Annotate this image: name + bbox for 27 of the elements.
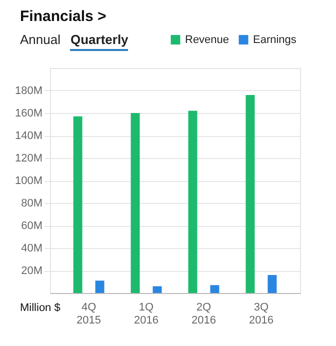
y-tick-label: 20M xyxy=(21,265,42,277)
bar xyxy=(188,110,198,293)
x-tick-label: 2Q 2016 xyxy=(191,302,216,326)
legend-label: Revenue xyxy=(185,34,230,46)
x-tick-label: 4Q 2015 xyxy=(76,302,102,326)
y-tick-label: 120M xyxy=(14,152,42,164)
bar xyxy=(130,113,140,293)
legend-label: Earnings xyxy=(253,34,297,46)
chart-title: Financials > xyxy=(20,8,106,25)
text: Million $ xyxy=(20,302,60,314)
bar xyxy=(246,95,255,293)
bar xyxy=(210,285,220,293)
text: Quarterly xyxy=(70,32,128,51)
y-tick-label: 40M xyxy=(21,242,42,254)
y-tick-label: 180M xyxy=(14,85,42,97)
y-tick-label: 140M xyxy=(14,130,42,142)
y-tick-label: 60M xyxy=(21,220,42,232)
y-tick-label: 100M xyxy=(14,175,42,187)
y-tick-label: 80M xyxy=(21,198,42,210)
bar xyxy=(268,275,277,293)
x-tick-label: 1Q 2016 xyxy=(134,302,159,326)
bar xyxy=(95,280,104,293)
y-tick-label: 160M xyxy=(14,108,42,120)
bar xyxy=(152,286,162,293)
bar xyxy=(73,116,82,293)
text: Annual xyxy=(20,32,60,49)
x-tick-label: 3Q 2016 xyxy=(248,302,274,326)
